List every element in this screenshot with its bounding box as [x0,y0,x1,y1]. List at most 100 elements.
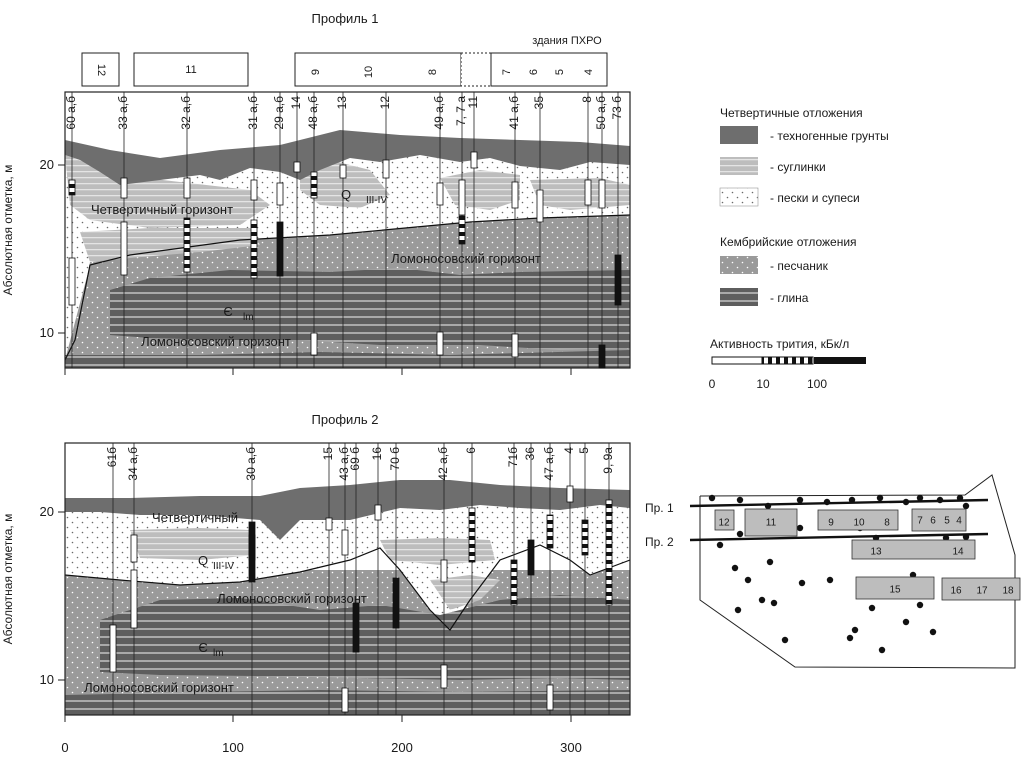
legend-tritium-title: Активность трития, кБк/л [710,337,849,351]
legend-swatch-clay [720,288,758,306]
legend: Четвертичные отложения - техногенные гру… [709,106,889,391]
label-cambrian-symbol: Є [223,304,232,319]
x-tick-label: 100 [222,740,244,755]
legend-item-loam: - суглинки [770,160,826,174]
well-dot [846,634,854,642]
well-dot [942,534,950,542]
well-dot [929,628,937,636]
well-label: 15 [321,447,335,461]
well-label: 16 [370,447,384,461]
well-label: 29 а,б [272,96,286,130]
profile1-buildings-caption: здания ПХРО [532,35,602,47]
legend-swatch-sand [719,187,759,207]
well-dot [876,494,884,502]
building-label-1: 11 [185,64,196,76]
tritium-segment [250,219,258,279]
well-dot [734,606,742,614]
tritium-segment [130,534,138,563]
map-building-label: 10 [853,518,865,529]
well-label: 48 а,б [306,96,320,130]
well-dot [916,601,924,609]
legend-tritium-low-bar [711,356,763,365]
tritium-segment [120,221,128,276]
tritium-segment [392,577,400,629]
well-dot [796,524,804,532]
tritium-segment [510,559,518,606]
tritium-segment [458,215,466,245]
label-q-symbol: Q [341,187,351,202]
profile1-line [689,498,989,508]
tritium-segment [310,171,318,199]
building-label-0: 12 [95,64,107,76]
tritium-segment [276,221,284,277]
building-label-4: 8 [427,69,439,75]
well-label: 71б [506,447,520,467]
well-dot [766,558,774,566]
well-label: 14 [289,96,303,110]
map-building-label: 7 [917,516,923,527]
x-tick-label: 300 [560,740,582,755]
building-label-5: 7 [501,69,513,75]
well-dot [826,576,834,584]
profile1-building-labels: 12 11 9 10 8 7 6 5 4 [95,64,595,78]
tritium-segment [468,507,476,563]
well-label: 49 а,б [432,96,446,130]
map-building [714,509,735,531]
y-tick-label: 10 [40,672,54,687]
tritium-segment [598,344,606,369]
well-label: 43 а,б [337,447,351,481]
tritium-segment [440,664,448,689]
label-cambrian-index: lm [243,312,254,323]
tritium-segment [605,499,613,606]
legend-item-sand: - пески и супеси [770,191,860,205]
well-dot [868,604,876,612]
profile2-title: Профиль 2 [312,412,379,427]
tritium-segment [339,164,347,179]
building-label-3: 10 [363,66,375,78]
profile1-layer-labels: Четвертичный горизонт Q III-IV Ломоносовски… [91,187,541,349]
well-dot [744,576,752,584]
label-cambrian-symbol: Є [198,640,207,655]
well-label: 11 [466,96,480,109]
well-label: 31 а,б [246,96,260,130]
tritium-segment [581,519,589,556]
legend-item-clay: - глина [770,291,809,305]
site-boundary [699,474,1016,669]
well-label: 42 а,б [436,447,450,481]
well-dot [758,596,766,604]
legend-tritium-scale-100: 100 [807,377,827,391]
tritium-segment [325,517,333,531]
well-label: 47 а,б [542,447,556,481]
profile2-section [65,443,630,715]
map-building [941,577,1021,601]
well-label: 8 [580,96,594,103]
profile1-axes: 20 10 Абсолютная отметка, м [1,157,572,375]
legend-item-sandstone: - песчаник [770,259,829,273]
legend-tritium-scale-0: 0 [709,377,716,391]
tritium-segment [511,181,519,209]
well-dot [851,626,859,634]
well-dot [878,646,886,654]
tritium-segment [374,504,382,521]
well-dot [909,571,917,579]
well-label: 4 [562,447,576,454]
map-building-label: 16 [950,586,962,597]
map-building-label: 18 [1002,586,1014,597]
legend-cambrian-title: Кембрийские отложения [720,235,857,249]
well-dot [798,579,806,587]
well-label: 30 а,б [244,447,258,481]
legend-tritium-high-bar [814,357,866,364]
tritium-segment [276,182,284,206]
map-building-label: 12 [718,518,730,529]
profile2-line [689,532,989,542]
building-label-8: 4 [583,69,595,75]
profile1-frame [64,91,631,369]
tritium-segment [536,189,544,223]
label-q-index: III-IV [213,561,234,572]
tritium-segment [546,514,554,549]
map-building-label: 13 [870,547,882,558]
tritium-segment [293,161,301,173]
tritium-segment [341,687,349,713]
tritium-segment [310,332,318,356]
tritium-segment [458,179,466,216]
